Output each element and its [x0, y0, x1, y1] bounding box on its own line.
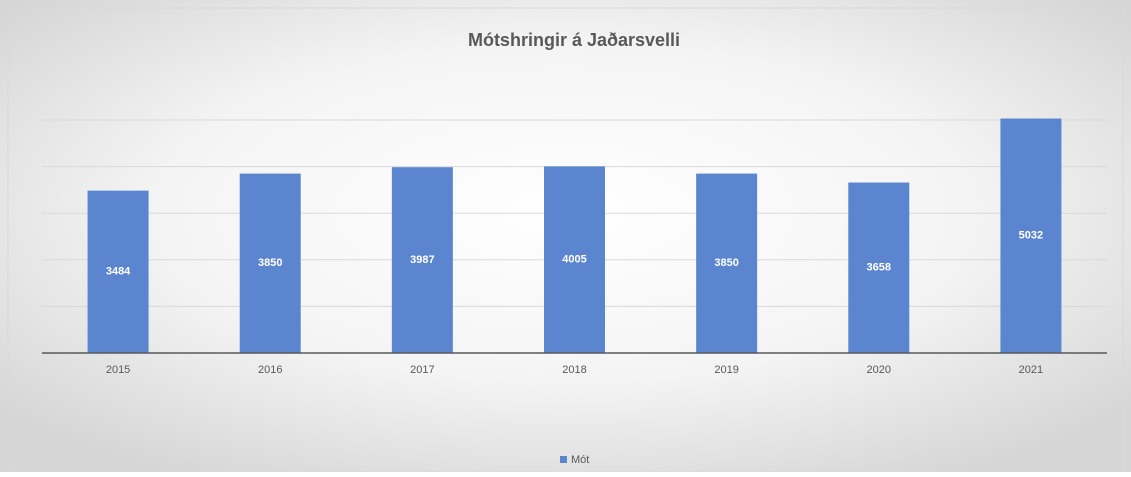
bar — [544, 166, 605, 353]
bar — [848, 182, 910, 353]
data-label: 3484 — [106, 266, 131, 278]
data-label: 4005 — [562, 254, 586, 266]
data-label: 3850 — [714, 257, 738, 269]
x-tick-label: 2021 — [1019, 364, 1043, 376]
data-label: 3658 — [867, 262, 891, 274]
x-tick-label: 2017 — [410, 364, 434, 376]
data-label: 3987 — [410, 254, 434, 266]
chart-title: Mótshringir á Jaðarsvelli — [468, 30, 680, 50]
x-tick-label: 2016 — [258, 364, 282, 376]
bar — [239, 173, 301, 353]
data-label: 5032 — [1019, 230, 1043, 242]
x-tick-label: 2020 — [867, 364, 891, 376]
data-label: 3850 — [258, 257, 282, 269]
x-tick-label: 2018 — [562, 364, 586, 376]
bar — [87, 190, 149, 353]
x-tick-label: 2015 — [106, 364, 130, 376]
legend-label: Mót — [571, 454, 589, 466]
bar — [1000, 118, 1062, 354]
x-tick-label: 2019 — [714, 364, 738, 376]
bar — [391, 167, 453, 353]
legend-swatch — [560, 456, 567, 463]
bar — [696, 173, 758, 353]
